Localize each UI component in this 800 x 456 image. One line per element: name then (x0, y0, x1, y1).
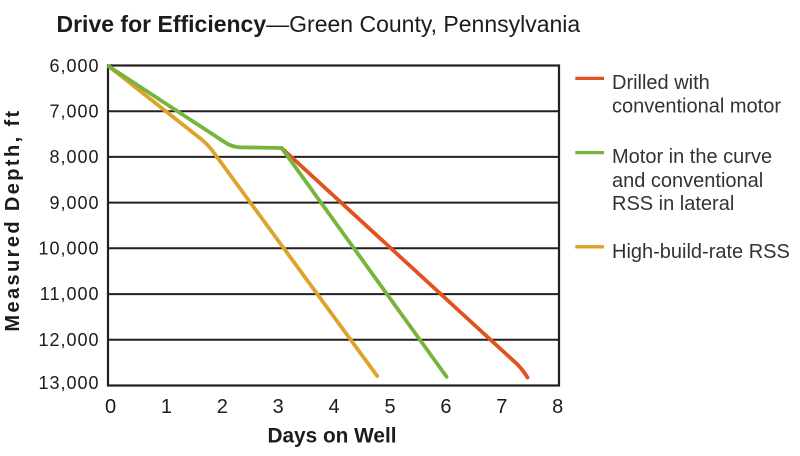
svg-text:11,000: 11,000 (40, 284, 100, 304)
svg-text:6: 6 (440, 396, 451, 418)
svg-text:RSS in lateral: RSS in lateral (612, 193, 734, 215)
svg-text:conventional motor: conventional motor (612, 95, 781, 117)
svg-text:8,000: 8,000 (49, 147, 99, 167)
svg-text:Drilled with: Drilled with (612, 72, 710, 94)
svg-text:1: 1 (161, 396, 172, 418)
svg-text:Measured Depth, ft: Measured Depth, ft (2, 108, 24, 331)
svg-text:7: 7 (496, 396, 507, 418)
svg-text:10,000: 10,000 (38, 239, 99, 259)
svg-text:Motor in the curve: Motor in the curve (612, 146, 772, 168)
svg-text:and conventional: and conventional (612, 170, 763, 192)
svg-text:3: 3 (273, 396, 284, 418)
svg-text:13,000: 13,000 (38, 373, 99, 393)
svg-text:5: 5 (384, 396, 395, 418)
svg-text:0: 0 (105, 396, 116, 418)
svg-text:4: 4 (329, 396, 340, 418)
svg-text:Days on Well: Days on Well (267, 425, 396, 448)
svg-text:High-build-rate RSS: High-build-rate RSS (612, 241, 790, 263)
svg-text:8: 8 (552, 396, 563, 418)
svg-text:2: 2 (217, 396, 228, 418)
svg-text:Drive for Efficiency—Green Cou: Drive for Efficiency—Green County, Penns… (57, 11, 581, 37)
svg-text:7,000: 7,000 (49, 102, 99, 122)
svg-text:6,000: 6,000 (49, 56, 99, 76)
svg-text:9,000: 9,000 (49, 193, 99, 213)
svg-text:12,000: 12,000 (38, 330, 99, 350)
